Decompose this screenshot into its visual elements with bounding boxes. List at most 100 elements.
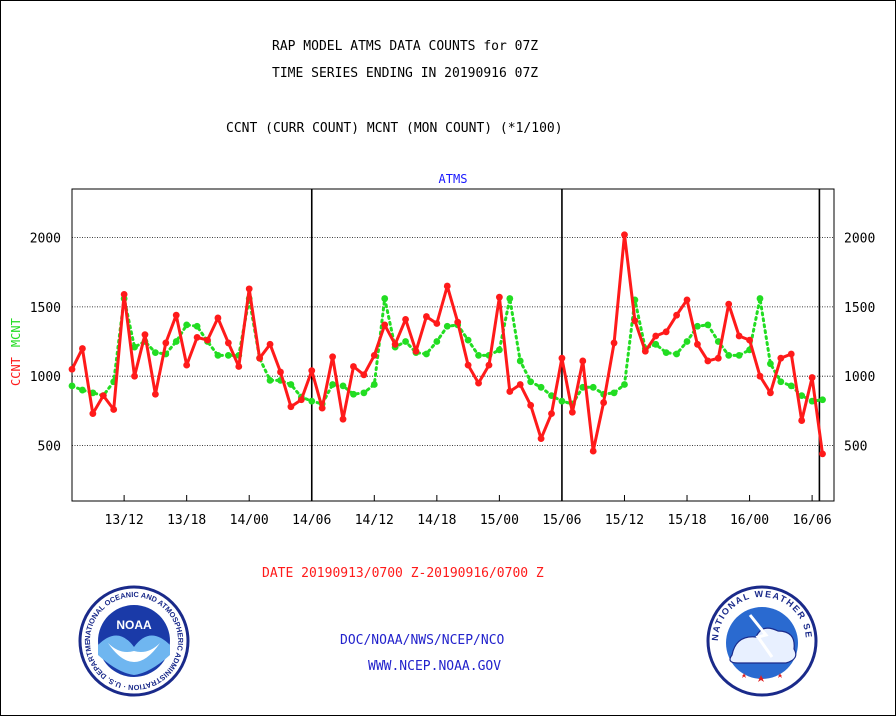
ccnt-point	[360, 371, 368, 379]
mcnt-point	[443, 322, 451, 330]
mcnt-point	[506, 295, 514, 302]
chart-subtitle: CCNT (CURR COUNT) MCNT (MON COUNT) (*1/1…	[226, 121, 563, 136]
ccnt-point	[350, 363, 357, 370]
mcnt-point	[402, 338, 409, 345]
mcnt-point	[694, 322, 701, 330]
mcnt-point	[787, 382, 795, 390]
x-tick-label: 15/12	[605, 513, 644, 528]
ccnt-point	[162, 339, 170, 347]
mcnt-point	[683, 338, 691, 345]
nws-logo: NATIONAL WEATHER SERVICE	[706, 585, 818, 697]
y-tick-label-left: 500	[38, 440, 61, 455]
y-axis-label-ccnt: CCNT	[9, 357, 23, 386]
ccnt-point	[735, 332, 743, 340]
chart-title-line1: RAP MODEL ATMS DATA COUNTS for 07Z	[272, 39, 539, 54]
ccnt-point	[777, 354, 785, 362]
mcnt-point	[516, 357, 524, 365]
ccnt-point	[464, 361, 472, 369]
y-tick-label-right: 1500	[844, 301, 875, 316]
y-tick-label-left: 2000	[30, 232, 61, 247]
x-tick-label: 16/06	[793, 513, 832, 528]
ccnt-point	[516, 381, 524, 388]
ccnt-point	[68, 365, 76, 373]
mcnt-point	[79, 386, 86, 394]
y-tick-label-right: 1000	[844, 370, 875, 385]
y-tick-label-left: 1500	[30, 301, 61, 316]
mcnt-point	[798, 392, 806, 400]
ccnt-point	[704, 357, 712, 365]
ccnt-point	[141, 331, 149, 338]
ccnt-point	[224, 339, 232, 347]
ccnt-point	[662, 328, 670, 336]
mcnt-point	[339, 382, 347, 390]
ccnt-point	[767, 389, 774, 397]
x-tick-label: 15/00	[480, 513, 519, 528]
ccnt-point	[193, 333, 201, 341]
ccnt-point	[787, 350, 795, 358]
mcnt-point	[527, 378, 535, 386]
ccnt-point	[308, 367, 316, 375]
ccnt-point	[277, 368, 284, 376]
x-tick-label: 15/06	[542, 513, 581, 528]
ccnt-series-line	[70, 233, 824, 455]
org-line: DOC/NOAA/NWS/NCEP/NCO	[340, 633, 505, 648]
date-range-label: DATE 20190913/0700 Z-20190916/0700 Z	[262, 566, 544, 581]
x-tick-label: 14/06	[292, 513, 331, 528]
ccnt-point	[683, 296, 691, 304]
mcnt-point	[308, 397, 316, 405]
ccnt-point	[318, 404, 326, 412]
mcnt-point	[558, 397, 566, 405]
ccnt-point	[183, 361, 191, 369]
ccnt-point	[808, 374, 816, 381]
ccnt-point	[610, 339, 618, 347]
mcnt-point	[433, 338, 441, 345]
ccnt-point	[151, 390, 159, 398]
mcnt-point	[495, 346, 503, 354]
ccnt-point	[589, 447, 597, 455]
mcnt-point	[673, 350, 680, 358]
ccnt-point	[495, 293, 503, 301]
url-line[interactable]: WWW.NCEP.NOAA.GOV	[368, 659, 502, 674]
y-tick-label-right: 500	[844, 440, 867, 455]
x-tick-label: 13/12	[105, 513, 144, 528]
ccnt-point	[694, 340, 701, 348]
ccnt-point	[433, 320, 441, 327]
ccnt-point	[391, 340, 399, 348]
y-axis-label: CCNT MCNT	[9, 318, 23, 386]
ccnt-point	[537, 435, 545, 442]
ccnt-point	[329, 353, 337, 361]
ccnt-point	[423, 313, 430, 320]
mcnt-point	[381, 295, 389, 302]
mcnt-point	[68, 382, 76, 390]
mcnt-point	[735, 352, 743, 359]
ccnt-point	[172, 311, 180, 319]
ccnt-point	[485, 361, 493, 369]
mcnt-point	[151, 349, 159, 357]
ccnt-point	[756, 372, 764, 380]
y-axis-label-mcnt: MCNT	[9, 318, 23, 347]
ccnt-point	[746, 336, 753, 344]
ccnt-point	[798, 417, 806, 424]
ccnt-point	[287, 403, 295, 411]
mcnt-point	[652, 340, 660, 348]
mcnt-point	[266, 376, 274, 384]
x-tick-label: 15/18	[667, 513, 706, 528]
ccnt-point	[381, 321, 389, 329]
mcnt-point	[172, 338, 180, 345]
mcnt-point	[819, 396, 826, 404]
ccnt-point	[214, 314, 222, 322]
panel-title: ATMS	[439, 172, 468, 186]
ccnt-point	[714, 354, 722, 362]
ccnt-point	[339, 415, 347, 423]
ccnt-point	[297, 396, 305, 404]
mcnt-point	[370, 381, 378, 388]
ccnt-point	[819, 450, 826, 458]
mcnt-point	[610, 389, 618, 397]
mcnt-point	[725, 352, 733, 359]
mcnt-point	[756, 295, 764, 302]
ccnt-point	[475, 379, 482, 387]
x-tick-label: 16/00	[730, 513, 769, 528]
ccnt-point	[79, 345, 86, 352]
mcnt-point	[621, 381, 628, 388]
